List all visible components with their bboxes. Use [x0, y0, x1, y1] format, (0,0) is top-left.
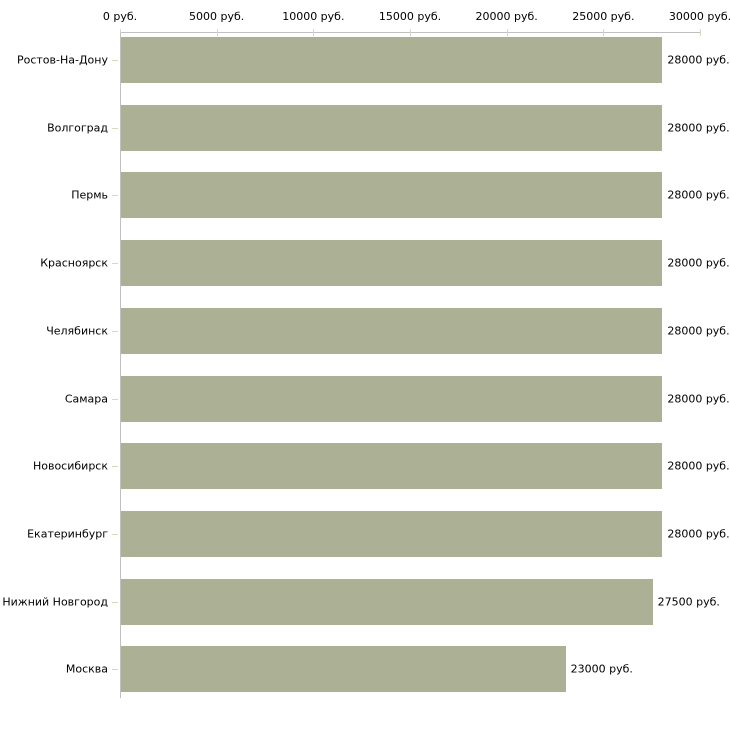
bar-row: Новосибирск 28000 руб. [0, 439, 730, 507]
value-label: 27500 руб. [657, 595, 720, 609]
bar-row: Пермь 28000 руб. [0, 168, 730, 236]
plot-area: Ростов-На-Дону 28000 руб. Волгоград 2800… [0, 33, 730, 730]
value-label: 28000 руб. [667, 53, 730, 67]
x-axis-tick-label: 25000 руб. [572, 10, 635, 23]
category-label: Ростов-На-Дону [16, 53, 108, 67]
value-label: 23000 руб. [570, 662, 633, 676]
category-label: Красноярск [40, 256, 108, 270]
bar-row: Самара 28000 руб. [0, 372, 730, 440]
x-axis-tick-label: 15000 руб. [378, 10, 442, 23]
category-tick-mark [112, 60, 118, 61]
x-axis-tick-mark [506, 29, 508, 36]
category-tick-mark [112, 466, 118, 468]
x-axis-tick-mark [410, 29, 411, 36]
x-axis-tick-mark [216, 29, 218, 36]
bar-row: Ростов-На-Дону 28000 руб. [0, 33, 730, 101]
category-tick-mark [112, 195, 118, 197]
bar [121, 37, 663, 83]
category-label: Новосибирск [32, 459, 108, 473]
bar [121, 375, 663, 422]
x-axis-tick-mark [313, 29, 315, 36]
bar-row: Волгоград 28000 руб. [0, 101, 730, 169]
value-label: 28000 руб. [667, 527, 730, 541]
category-tick-mark [112, 263, 118, 265]
category-tick-mark [112, 330, 118, 332]
value-label: 28000 руб. [667, 256, 730, 270]
value-label: 28000 руб. [667, 188, 730, 202]
x-axis-tick-label: 10000 руб. [282, 10, 345, 23]
value-label: 28000 руб. [667, 324, 730, 338]
x-axis-tick-label: 20000 руб. [475, 10, 538, 23]
category-tick-mark [112, 601, 118, 603]
category-label: Волгоград [47, 121, 108, 135]
value-label: 28000 руб. [667, 121, 730, 135]
category-label: Самара [64, 392, 108, 405]
x-axis-tick-mark [700, 29, 701, 36]
category-label: Челябинск [46, 324, 108, 338]
bar-row: Москва 23000 руб. [0, 642, 730, 710]
value-label: 28000 руб. [667, 459, 730, 473]
x-axis-tick-label: 30000 руб. [668, 10, 730, 23]
x-axis-tick-label: 5000 руб. [189, 10, 245, 23]
bar [121, 510, 663, 557]
bar-row: Нижний Новгород 27500 руб. [0, 575, 730, 643]
category-tick-mark [112, 533, 118, 535]
bar-row: Красноярск 28000 руб. [0, 236, 730, 304]
value-label: 28000 руб. [667, 392, 730, 405]
category-label: Нижний Новгород [2, 595, 108, 609]
category-label: Пермь [71, 188, 108, 202]
x-axis: 0 руб. 5000 руб. 10000 руб. 15000 руб. 2… [0, 0, 730, 36]
y-axis-line [120, 33, 121, 698]
category-label: Екатеринбург [27, 527, 108, 541]
bar [121, 646, 566, 693]
bar-row: Челябинск 28000 руб. [0, 304, 730, 372]
bar [121, 578, 653, 625]
bar [121, 240, 663, 287]
bar [121, 172, 663, 219]
x-axis-tick-mark [120, 29, 121, 36]
category-tick-mark [112, 127, 118, 129]
bar [121, 443, 663, 490]
bar-row: Екатеринбург 28000 руб. [0, 507, 730, 575]
category-tick-mark [112, 669, 118, 671]
x-axis-tick-mark [603, 29, 605, 36]
category-label: Москва [65, 662, 108, 676]
category-tick-mark [112, 398, 118, 400]
bar [121, 104, 663, 151]
bar [121, 307, 663, 354]
x-axis-tick-label: 0 руб. [102, 10, 138, 23]
